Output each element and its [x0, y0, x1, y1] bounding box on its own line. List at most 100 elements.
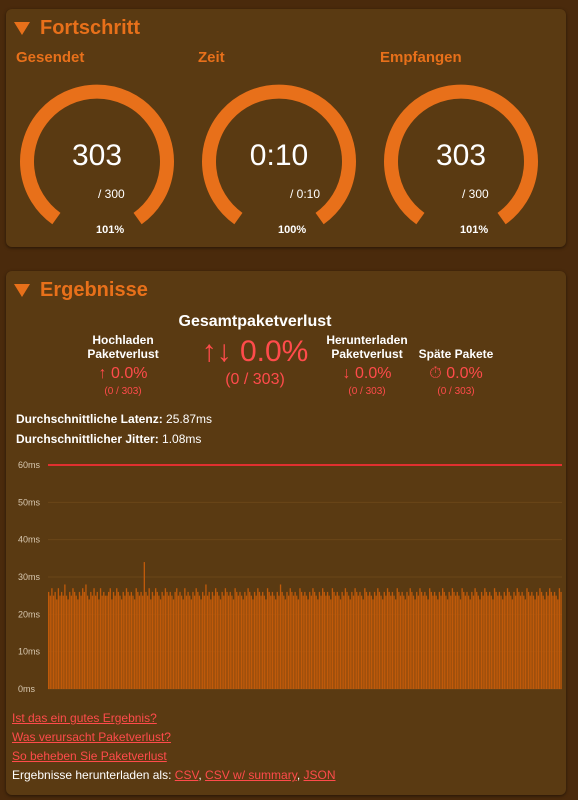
latency-bar: [69, 591, 71, 689]
y-tick-label: 30ms: [18, 572, 41, 582]
latency-bar: [372, 599, 374, 689]
latency-bar: [130, 591, 133, 689]
collapse-triangle-icon[interactable]: [14, 22, 30, 35]
latency-bar: [223, 595, 225, 689]
latency-bar: [490, 595, 492, 689]
latency-bar: [221, 591, 223, 689]
latency-bar: [208, 591, 210, 689]
csv-summary-link[interactable]: CSV w/ summary: [205, 768, 297, 782]
latency-bar: [526, 588, 528, 689]
latency-bar: [356, 591, 358, 689]
latency-bar: [51, 588, 53, 689]
results-header[interactable]: Ergebnisse: [14, 279, 148, 302]
latency-bar: [351, 591, 353, 689]
latency-bar: [263, 595, 265, 689]
latency-bar: [153, 595, 155, 689]
latency-bar: [508, 591, 510, 689]
latency-bar: [156, 591, 158, 689]
latency-bar: [435, 595, 437, 689]
latency-bar: [65, 595, 68, 689]
latency-bar: [148, 588, 150, 689]
latency-bar: [458, 595, 460, 689]
latency-bar: [304, 591, 306, 689]
latency-bar: [192, 591, 194, 689]
cause-link[interactable]: Was verursacht Paketverlust?: [12, 730, 171, 744]
latency-bar: [224, 588, 227, 689]
download-loss-fraction: (0 / 303): [348, 386, 386, 397]
gauge-label: Empfangen: [380, 49, 462, 66]
latency-bar: [416, 591, 418, 689]
latency-bar: [454, 595, 457, 689]
latency-bar: [211, 591, 214, 689]
good-result-link[interactable]: Ist das ein gutes Ergebnis?: [12, 711, 157, 725]
jitter-metric: Durchschnittlicher Jitter: 1.08ms: [16, 432, 201, 446]
gauge-ring-sent: [20, 84, 174, 225]
y-tick-label: 20ms: [18, 609, 41, 619]
latency-bar: [553, 591, 556, 689]
latency-bar: [438, 591, 441, 689]
latency-bar: [390, 595, 392, 689]
latency-bar: [466, 591, 468, 689]
gauge-total: / 300: [462, 187, 489, 201]
collapse-triangle-icon[interactable]: [14, 284, 30, 297]
latency-bar: [77, 599, 79, 689]
latency-bar: [187, 591, 189, 689]
latency-bar: [112, 591, 115, 689]
latency-bar: [177, 595, 180, 689]
latency-bar: [279, 584, 282, 689]
latency-bar: [480, 591, 483, 689]
latency-bar: [498, 591, 501, 689]
latency-bar: [234, 588, 236, 689]
latency-bar: [193, 595, 196, 689]
y-tick-label: 10ms: [18, 647, 41, 657]
upload-loss-stat: Hochladen Paketverlust ↑ 0.0% (0 / 303): [68, 333, 178, 397]
jitter-label: Durchschnittlicher Jitter:: [16, 432, 159, 446]
fix-link[interactable]: So beheben Sie Paketverlust: [12, 749, 167, 763]
latency-bar: [179, 591, 181, 689]
latency-bar: [322, 588, 324, 689]
latency-bar: [459, 599, 462, 689]
latency-bar: [425, 595, 428, 689]
latency-bar: [88, 599, 90, 689]
latency-bar: [292, 595, 295, 689]
gauge-total: / 0:10: [290, 187, 321, 201]
latency-bar: [420, 591, 423, 689]
latency-bar: [163, 595, 165, 689]
latency-bar: [117, 591, 120, 689]
latency-bar: [403, 595, 405, 689]
latency-bar: [146, 595, 149, 689]
latency-bar: [266, 588, 269, 689]
latency-bar: [90, 591, 92, 689]
json-link[interactable]: JSON: [303, 768, 336, 782]
latency-bar: [343, 595, 345, 689]
latency-bar: [54, 591, 56, 689]
download-loss-title-1: Herunterladen: [326, 333, 408, 347]
progress-header[interactable]: Fortschritt: [14, 17, 140, 40]
latency-bar: [523, 595, 525, 689]
latency-bar: [487, 595, 489, 689]
latency-bar: [404, 599, 407, 689]
latency-bar: [245, 595, 248, 689]
latency-bar: [469, 599, 471, 689]
gauge-label: Gesendet: [16, 49, 85, 66]
latency-bar: [524, 599, 527, 689]
latency-bar: [143, 562, 145, 689]
gauge-value: 303: [71, 139, 123, 172]
latency-bar: [138, 595, 141, 689]
latency-bar: [380, 595, 382, 689]
upload-loss-title-1: Hochladen: [92, 333, 154, 347]
latency-bar: [326, 591, 329, 689]
latency-bar: [398, 591, 400, 689]
latency-bar: [158, 595, 160, 689]
latency-bar: [49, 595, 51, 689]
latency-bar: [529, 595, 531, 689]
csv-link[interactable]: CSV: [174, 768, 199, 782]
latency-bar: [375, 595, 377, 689]
latency-bar: [260, 595, 262, 689]
gauge-ring-received: [384, 84, 538, 225]
latency-bar: [287, 595, 290, 689]
latency-bar: [189, 595, 191, 689]
latency-bar: [172, 599, 175, 689]
latency-bar: [75, 595, 77, 689]
latency-bar: [492, 599, 494, 689]
